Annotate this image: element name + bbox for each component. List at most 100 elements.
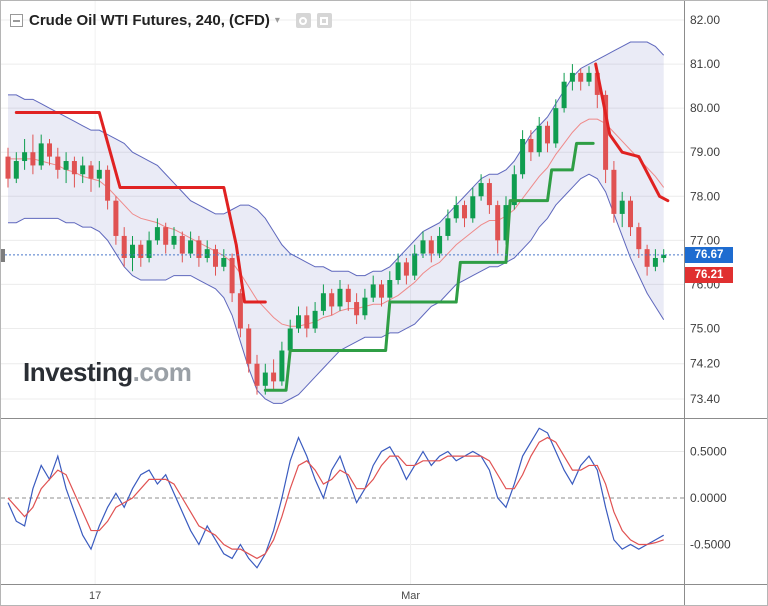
candle-body[interactable] [196, 240, 202, 258]
candle-body[interactable] [105, 169, 111, 201]
candle-body[interactable] [38, 143, 44, 166]
candle-body[interactable] [403, 262, 409, 276]
candle-body[interactable] [636, 227, 642, 250]
candle-body[interactable] [88, 165, 94, 179]
candle-body[interactable] [320, 293, 326, 311]
candle-body[interactable] [121, 235, 127, 258]
candle-body[interactable] [619, 200, 625, 214]
candle-body[interactable] [412, 253, 418, 276]
candle-body[interactable] [237, 293, 243, 329]
candle-body[interactable] [586, 72, 592, 82]
candle-body[interactable] [495, 205, 501, 241]
candle-body[interactable] [246, 328, 252, 364]
camera-icon[interactable] [295, 13, 311, 28]
bollinger-lower [8, 173, 665, 404]
bollinger-upper [8, 41, 665, 277]
candle-body[interactable] [279, 350, 285, 382]
candle-body[interactable] [420, 240, 426, 254]
candle-body[interactable] [462, 205, 467, 219]
candle-body[interactable] [296, 315, 301, 329]
price-axis-label: 82.00 [690, 13, 720, 27]
candle-body[interactable] [146, 240, 152, 258]
candle-body[interactable] [329, 293, 335, 307]
candle-body[interactable] [30, 152, 36, 166]
candle-body[interactable] [171, 235, 177, 245]
bollinger-middle [8, 118, 665, 327]
candle-body[interactable] [628, 200, 633, 228]
candle-body[interactable] [511, 174, 517, 206]
supertrend-red [14, 111, 267, 304]
candle-body[interactable] [113, 200, 119, 236]
candle-body[interactable] [611, 169, 617, 214]
candle-body[interactable] [154, 227, 160, 241]
candle-body[interactable] [71, 161, 77, 175]
candle-body[interactable] [345, 288, 351, 303]
candle-body[interactable] [395, 262, 401, 281]
candles [5, 64, 667, 395]
candle-body[interactable] [561, 81, 567, 109]
candle-body[interactable] [644, 249, 650, 267]
chevron-down-icon[interactable]: ▾ [274, 15, 280, 26]
candle-body[interactable] [55, 156, 61, 170]
candle-body[interactable] [553, 108, 559, 144]
candle-body[interactable] [287, 328, 293, 351]
investing-logo: Investing.com [23, 357, 192, 388]
candle-body[interactable] [188, 240, 194, 254]
price-axis-label: 79.00 [690, 145, 720, 159]
candle-body[interactable] [379, 284, 384, 298]
candle-body[interactable] [80, 165, 86, 175]
candle-body[interactable] [138, 244, 144, 258]
candle-body[interactable] [204, 249, 210, 258]
logo-suffix: .com [132, 357, 192, 387]
candle-body[interactable] [179, 235, 185, 254]
price-axis-label: 78.00 [690, 189, 720, 203]
supertrend-red [594, 62, 670, 203]
candle-body[interactable] [437, 235, 443, 254]
price-axis-label: 74.20 [690, 357, 720, 371]
candle-body[interactable] [536, 125, 542, 153]
candle-body[interactable] [453, 205, 459, 219]
candle-body[interactable] [362, 297, 368, 316]
candle-body[interactable] [304, 315, 310, 329]
candle-body[interactable] [594, 72, 600, 95]
candle-body[interactable] [569, 72, 575, 82]
candle-body[interactable] [652, 257, 658, 267]
candle-body[interactable] [520, 138, 526, 175]
candle-body[interactable] [578, 72, 584, 82]
candle-body[interactable] [603, 94, 609, 170]
time-axis-label: 17 [89, 590, 101, 602]
candle-body[interactable] [96, 169, 102, 179]
candle-body[interactable] [528, 138, 534, 153]
candle-body[interactable] [545, 125, 550, 144]
candle-body[interactable] [354, 302, 360, 316]
candle-body[interactable] [22, 152, 28, 162]
chart-title[interactable]: Crude Oil WTI Futures, 240, (CFD) [29, 12, 270, 29]
candle-body[interactable] [130, 244, 135, 258]
candle-body[interactable] [503, 205, 509, 241]
candle-body[interactable] [63, 161, 69, 170]
candle-body[interactable] [221, 257, 227, 267]
candle-body[interactable] [13, 161, 19, 179]
candle-body[interactable] [5, 156, 11, 179]
candle-body[interactable] [262, 372, 268, 386]
candle-body[interactable] [271, 372, 277, 382]
candle-body[interactable] [478, 183, 484, 197]
candle-body[interactable] [428, 240, 434, 254]
candle-body[interactable] [229, 257, 235, 294]
candle-body[interactable] [312, 310, 318, 329]
settings-icon[interactable] [316, 13, 332, 28]
candle-body[interactable] [387, 280, 393, 298]
legend-toggle-icon[interactable] [10, 14, 23, 27]
candle-body[interactable] [661, 254, 667, 258]
candle-body[interactable] [254, 363, 260, 386]
candle-body[interactable] [470, 196, 476, 219]
candle-body[interactable] [213, 249, 218, 267]
candle-body[interactable] [337, 288, 343, 307]
candle-body[interactable] [486, 183, 492, 206]
candle-body[interactable] [445, 218, 451, 236]
candle-body[interactable] [47, 143, 52, 157]
candle-body[interactable] [163, 227, 169, 245]
candle-body[interactable] [370, 284, 376, 298]
